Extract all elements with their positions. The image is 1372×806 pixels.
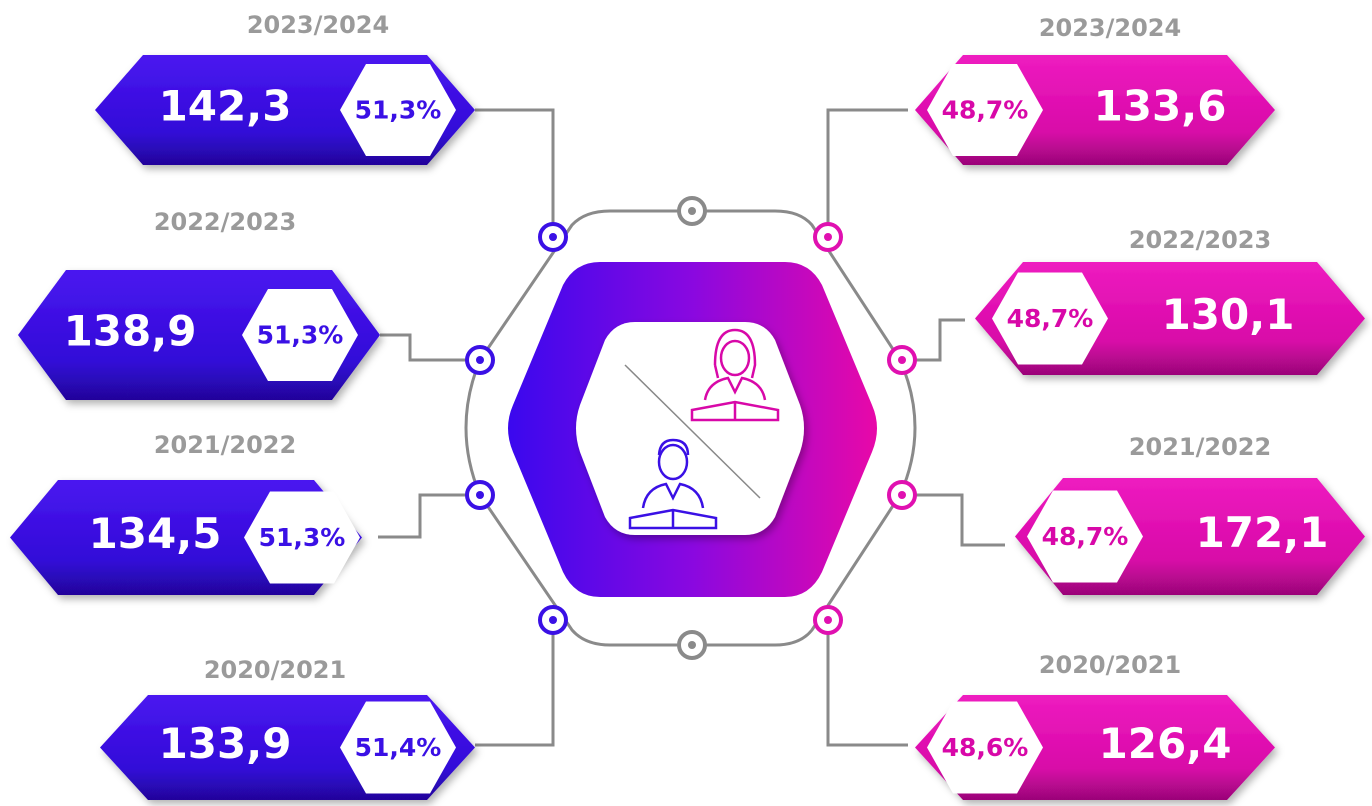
year-label: 2020/2021	[1039, 651, 1181, 679]
value: 138,9	[64, 307, 197, 356]
share: 48,6%	[942, 733, 1029, 762]
item: 2020/2021 133,9 51,4%	[100, 656, 475, 800]
item: 2022/2023 138,9 51,3%	[18, 208, 380, 400]
year-label: 2021/2022	[154, 431, 296, 459]
year-label: 2022/2023	[1129, 226, 1271, 254]
share-badge	[244, 491, 360, 584]
share-badge	[340, 64, 456, 156]
share-badge	[927, 701, 1043, 794]
item: 2020/2021 126,4 48,6%	[915, 651, 1275, 800]
share-badge	[1027, 490, 1143, 583]
share: 48,7%	[1007, 304, 1094, 333]
item: 2022/2023 130,1 48,7%	[975, 226, 1365, 375]
year-label: 2022/2023	[154, 208, 296, 236]
ring-nodes	[465, 196, 917, 660]
year-label: 2023/2024	[247, 11, 389, 39]
year-label: 2020/2021	[204, 656, 346, 684]
share: 48,7%	[1042, 522, 1129, 551]
item: 2021/2022 172,1 48,7%	[1015, 433, 1365, 595]
item: 2023/2024 133,6 48,7%	[915, 14, 1275, 165]
value: 133,9	[159, 719, 292, 768]
share: 51,4%	[355, 733, 442, 762]
value: 172,1	[1196, 508, 1329, 557]
value: 133,6	[1094, 82, 1227, 131]
center	[508, 262, 877, 597]
value: 126,4	[1099, 719, 1232, 768]
share: 51,3%	[257, 321, 344, 350]
year-label: 2021/2022	[1129, 433, 1271, 461]
value: 142,3	[159, 82, 292, 131]
share-badge	[340, 701, 456, 794]
item: 2023/2024 142,3 51,3%	[95, 11, 475, 165]
share: 51,3%	[259, 523, 346, 552]
value: 134,5	[89, 509, 222, 558]
share: 51,3%	[355, 96, 442, 125]
share-badge	[992, 272, 1108, 365]
value: 130,1	[1162, 290, 1295, 339]
share-badge	[242, 289, 358, 381]
year-label: 2023/2024	[1039, 14, 1181, 42]
share: 48,7%	[942, 96, 1029, 125]
item: 2021/2022 134,5 51,3%	[10, 431, 362, 595]
share-badge	[927, 64, 1043, 156]
